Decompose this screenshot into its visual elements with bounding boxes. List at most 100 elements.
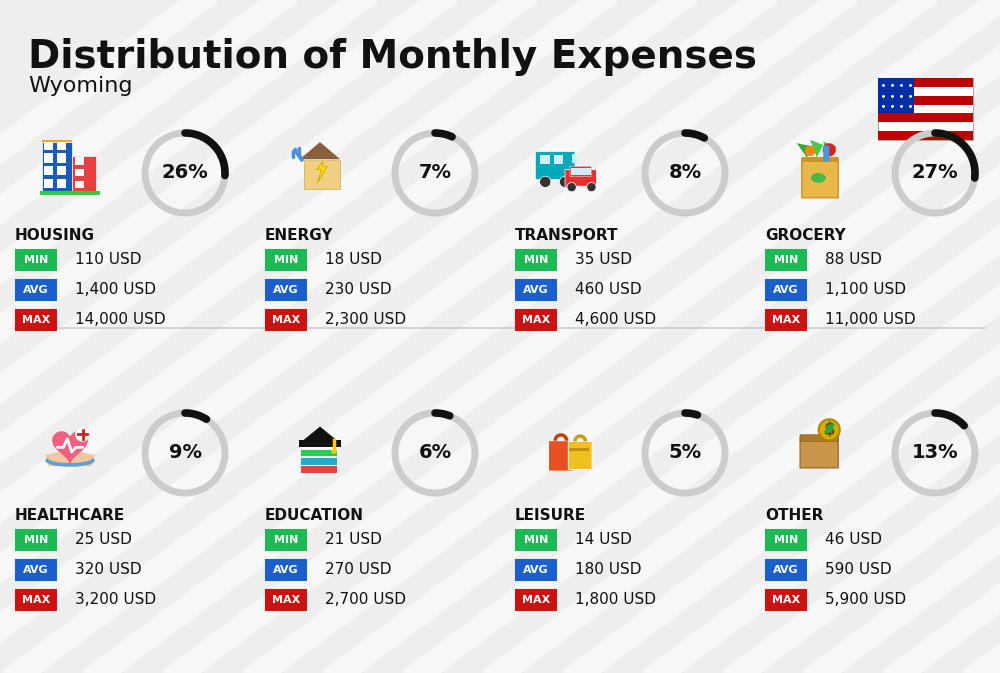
Text: 180 USD: 180 USD	[575, 563, 642, 577]
Circle shape	[75, 427, 90, 441]
FancyBboxPatch shape	[515, 529, 557, 551]
Circle shape	[331, 449, 336, 454]
Text: 26%: 26%	[162, 164, 208, 182]
FancyBboxPatch shape	[265, 279, 307, 301]
Text: 7%: 7%	[418, 164, 452, 182]
FancyBboxPatch shape	[554, 155, 563, 164]
Circle shape	[805, 145, 815, 156]
FancyBboxPatch shape	[72, 156, 96, 192]
FancyBboxPatch shape	[765, 249, 807, 271]
Polygon shape	[304, 427, 336, 447]
FancyBboxPatch shape	[878, 78, 973, 140]
FancyBboxPatch shape	[765, 589, 807, 611]
FancyBboxPatch shape	[878, 78, 914, 114]
Text: 4,600 USD: 4,600 USD	[575, 312, 656, 328]
FancyBboxPatch shape	[515, 309, 557, 331]
FancyBboxPatch shape	[568, 441, 592, 470]
FancyBboxPatch shape	[75, 180, 84, 188]
Text: 5,900 USD: 5,900 USD	[825, 592, 906, 608]
FancyBboxPatch shape	[515, 589, 557, 611]
FancyBboxPatch shape	[300, 449, 337, 456]
FancyBboxPatch shape	[878, 96, 973, 104]
FancyBboxPatch shape	[800, 436, 838, 468]
Text: MAX: MAX	[272, 315, 300, 325]
FancyBboxPatch shape	[300, 466, 337, 472]
Circle shape	[559, 176, 571, 188]
FancyBboxPatch shape	[570, 166, 591, 176]
Polygon shape	[317, 162, 327, 183]
FancyBboxPatch shape	[44, 178, 53, 188]
FancyBboxPatch shape	[44, 141, 53, 150]
Text: EDUCATION: EDUCATION	[265, 508, 364, 523]
FancyBboxPatch shape	[304, 160, 340, 190]
FancyBboxPatch shape	[878, 131, 973, 140]
FancyBboxPatch shape	[15, 589, 57, 611]
Text: 14 USD: 14 USD	[575, 532, 632, 548]
Text: HEALTHCARE: HEALTHCARE	[15, 508, 125, 523]
FancyBboxPatch shape	[15, 279, 57, 301]
FancyBboxPatch shape	[75, 157, 84, 165]
Ellipse shape	[47, 452, 93, 463]
Text: 230 USD: 230 USD	[325, 283, 392, 297]
Circle shape	[819, 419, 840, 440]
Text: 8%: 8%	[668, 164, 702, 182]
Text: Distribution of Monthly Expenses: Distribution of Monthly Expenses	[28, 38, 757, 76]
Text: AVG: AVG	[523, 565, 549, 575]
FancyBboxPatch shape	[878, 114, 973, 122]
Text: $: $	[823, 421, 835, 439]
Text: 11,000 USD: 11,000 USD	[825, 312, 916, 328]
FancyBboxPatch shape	[44, 153, 53, 163]
FancyBboxPatch shape	[15, 309, 57, 331]
Text: MAX: MAX	[272, 595, 300, 605]
FancyBboxPatch shape	[823, 145, 829, 162]
Text: ENERGY: ENERGY	[265, 228, 334, 243]
FancyBboxPatch shape	[57, 141, 66, 150]
Text: MAX: MAX	[22, 595, 50, 605]
Circle shape	[567, 182, 576, 192]
FancyBboxPatch shape	[40, 191, 100, 195]
Text: 1,800 USD: 1,800 USD	[575, 592, 656, 608]
Text: 25 USD: 25 USD	[75, 532, 132, 548]
Text: 1,100 USD: 1,100 USD	[825, 283, 906, 297]
Text: 3,200 USD: 3,200 USD	[75, 592, 156, 608]
Text: MIN: MIN	[774, 535, 798, 545]
Text: 590 USD: 590 USD	[825, 563, 892, 577]
Text: AVG: AVG	[773, 285, 799, 295]
Text: MAX: MAX	[522, 595, 550, 605]
FancyBboxPatch shape	[44, 166, 53, 175]
FancyBboxPatch shape	[265, 589, 307, 611]
FancyBboxPatch shape	[515, 249, 557, 271]
Text: MIN: MIN	[24, 535, 48, 545]
FancyBboxPatch shape	[42, 140, 72, 141]
FancyBboxPatch shape	[57, 166, 66, 175]
Text: MAX: MAX	[22, 315, 50, 325]
FancyBboxPatch shape	[265, 249, 307, 271]
Text: 18 USD: 18 USD	[325, 252, 382, 267]
FancyBboxPatch shape	[300, 457, 337, 464]
FancyBboxPatch shape	[765, 559, 807, 581]
Text: AVG: AVG	[23, 285, 49, 295]
Text: 2,700 USD: 2,700 USD	[325, 592, 406, 608]
Text: AVG: AVG	[23, 565, 49, 575]
Text: 14,000 USD: 14,000 USD	[75, 312, 166, 328]
FancyBboxPatch shape	[571, 168, 591, 175]
Text: AVG: AVG	[273, 565, 299, 575]
Text: 1,400 USD: 1,400 USD	[75, 283, 156, 297]
Text: 88 USD: 88 USD	[825, 252, 882, 267]
Text: 270 USD: 270 USD	[325, 563, 392, 577]
FancyBboxPatch shape	[265, 529, 307, 551]
Text: 6%: 6%	[418, 444, 452, 462]
FancyBboxPatch shape	[75, 169, 84, 176]
FancyBboxPatch shape	[549, 441, 573, 471]
FancyBboxPatch shape	[15, 529, 57, 551]
Text: 2,300 USD: 2,300 USD	[325, 312, 406, 328]
Text: AVG: AVG	[273, 285, 299, 295]
FancyBboxPatch shape	[540, 155, 550, 164]
FancyBboxPatch shape	[569, 448, 589, 452]
FancyBboxPatch shape	[572, 154, 577, 163]
Polygon shape	[810, 140, 823, 157]
Text: MIN: MIN	[274, 535, 298, 545]
FancyBboxPatch shape	[57, 153, 66, 163]
Polygon shape	[299, 141, 341, 160]
Text: OTHER: OTHER	[765, 508, 823, 523]
